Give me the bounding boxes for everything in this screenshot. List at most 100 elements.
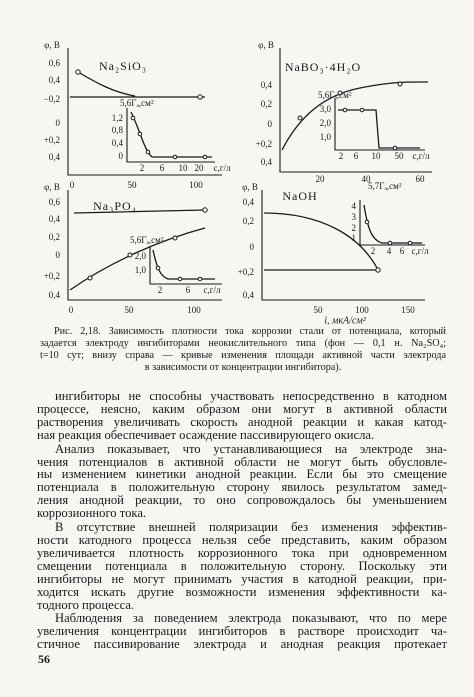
marker (297, 115, 303, 121)
y-tick-label: 0,4 (49, 152, 61, 162)
y-tick-label: 0 (250, 242, 255, 252)
inset-x-tick-label: 6 (354, 151, 359, 161)
inset-y-tick-label: 2 (352, 223, 357, 233)
text-line: ления анодной реакции, то оно сопровожда… (37, 494, 447, 508)
x-tick-label: 100 (355, 305, 369, 315)
marker (364, 219, 370, 225)
inset-y-tick-label: 1,0 (320, 132, 332, 142)
caption-line: задается электроду ингибиторами неокисли… (40, 338, 446, 349)
paragraph: ингибиторы не способны участвовать непос… (37, 390, 447, 442)
inset-x-tick-label: 2 (339, 151, 344, 161)
paragraph: Наблюдения за поведением электрода показ… (37, 612, 447, 651)
text-line: процессе, неясно, каким образом они могу… (37, 402, 447, 416)
y-tick-label: 0,4 (49, 75, 61, 85)
marker (145, 149, 151, 155)
text-line: тодного процесса. (37, 598, 135, 612)
inset-x-tick-label: 6 (186, 285, 191, 295)
inset-x-tick-label: 50 (395, 151, 405, 161)
axes (261, 190, 425, 301)
marker (202, 207, 208, 213)
y-tick-label: 0 (56, 250, 61, 260)
axes (279, 48, 432, 173)
text-line: смещении потенциала в положительную стор… (37, 559, 447, 573)
inset-axes (149, 246, 222, 285)
marker (155, 265, 161, 271)
marker (172, 235, 178, 241)
inset-axes (126, 108, 215, 163)
inset-axes (334, 98, 425, 151)
x-tick-label: 50 (125, 305, 135, 315)
inset-axes (359, 200, 425, 246)
inset-label: 5,6Гₐ,см² (318, 90, 352, 100)
inset-y-tick-label: 0 (119, 151, 124, 161)
panel-title: Na₃PO₄ (93, 199, 137, 213)
text-line: ны изменением кинетики анодной реакции. … (37, 468, 447, 482)
inset-x-tick-label: 10 (372, 151, 382, 161)
marker (172, 154, 178, 160)
paragraph: В отсутствие внешней поляризации без изм… (37, 521, 447, 611)
y-tick-label: 0,6 (49, 58, 61, 68)
inset-y-tick-label: 2,0 (135, 251, 147, 261)
y-tick-label: +0,2 (44, 271, 60, 281)
inset-y-tick-label: 1,0 (135, 265, 147, 275)
text-line: ности катодного процесса нельзя себе пре… (37, 533, 447, 547)
y-axis-label: φ, В (44, 182, 60, 192)
axes (67, 190, 222, 301)
text-line: стичное пассивирование электрода и анодн… (37, 638, 447, 652)
text-line: растворения увеличивать скорость анодной… (37, 415, 447, 429)
text-line: Наблюдения за поведением электрода показ… (55, 612, 447, 626)
caption: Рис. 2,18. Зависимость плотности тока ко… (40, 326, 446, 374)
marker (342, 107, 348, 113)
curve (70, 71, 205, 98)
text-line: увеличивается плотность коррозионного то… (37, 546, 447, 560)
inset-y-tick-label: 2,0 (320, 118, 332, 128)
curve (130, 111, 212, 158)
inset-x-tick-label: 2 (158, 285, 163, 295)
marker (87, 275, 93, 281)
inset-x-tick-label: с,г/л (412, 246, 429, 256)
x-tick-label: 60 (416, 174, 426, 184)
x-tick-label: 150 (401, 305, 415, 315)
inset-x-tick-label: 2 (140, 163, 145, 173)
inset-x-tick-label: с,г/л (413, 151, 430, 161)
marker (407, 240, 413, 246)
curve (263, 212, 379, 271)
marker (392, 145, 398, 151)
text-line: В отсутствие внешней поляризации без изм… (55, 521, 447, 534)
y-tick-label: +0,2 (256, 139, 272, 149)
y-tick-label: 0,4 (243, 290, 255, 300)
curve (338, 109, 420, 149)
text-line: ингибиторы не способны участвовать непос… (55, 390, 447, 403)
inset-x-tick-label: 6 (160, 163, 165, 173)
marker (75, 69, 81, 75)
axes (67, 48, 222, 176)
panel-title: NaBO₃·4H₂O (285, 60, 361, 74)
y-tick-label: −0,2 (44, 94, 60, 104)
marker (127, 252, 133, 258)
inset-x-tick-label: с,г/л (214, 163, 231, 173)
curve (69, 209, 206, 291)
panel-title: NaOH (282, 189, 317, 203)
y-tick-label: 0,4 (243, 197, 255, 207)
inset-x-tick-label: с,г/л (204, 285, 221, 295)
x-tick-label: 100 (187, 305, 201, 315)
marker (130, 115, 136, 121)
marker (177, 276, 183, 282)
inset-y-tick-label: 1 (352, 233, 357, 243)
y-axis-label: φ, В (258, 40, 274, 50)
marker (197, 276, 203, 282)
curve (363, 204, 422, 244)
curve (152, 249, 215, 280)
body-text: ингибиторы не способны участвовать непос… (37, 390, 447, 652)
x-tick-label: 50 (128, 180, 138, 190)
inset-x-tick-label: 2 (371, 246, 376, 256)
text-line: ная реакция обеспечивает осаждение пасси… (37, 428, 375, 442)
y-tick-label: 0 (56, 118, 61, 128)
text-line: Анализ показывает, что устанавливающиеся… (55, 442, 447, 456)
inset-y-tick-label: 3,0 (320, 104, 332, 114)
text-line: потенциала в положительную сторону явило… (37, 481, 447, 495)
y-axis-label: φ, В (44, 40, 60, 50)
inset-x-tick-label: 10 (179, 163, 189, 173)
